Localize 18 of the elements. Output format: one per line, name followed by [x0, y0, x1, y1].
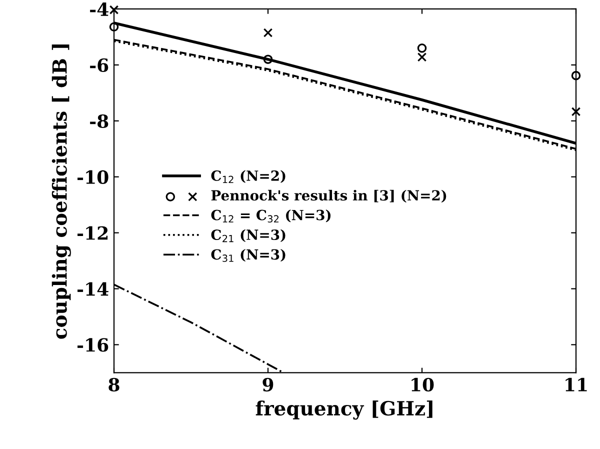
y-tick-label: -4 — [90, 2, 108, 16]
x-tick-label: 10 — [412, 378, 434, 392]
y-tick-label: -14 — [78, 282, 108, 296]
y-tick-label: -16 — [78, 338, 108, 352]
legend-label: C$_{21}$ (N=3) — [211, 229, 286, 242]
y-axis-title: coupling coefficients [ dB ] — [52, 44, 71, 339]
y-tick-label: -8 — [90, 114, 108, 128]
x-tick-label: 8 — [108, 378, 120, 392]
legend-label: Pennock's results in [3] (N=2) — [211, 190, 446, 203]
x-tick-label: 9 — [262, 378, 274, 392]
legend-label: C$_{31}$ (N=3) — [211, 248, 286, 262]
x-axis-title: frequency [GHz] — [256, 400, 432, 420]
y-tick-label: -12 — [78, 226, 108, 240]
legend-label: C$_{12}$ = C$_{32}$ (N=3) — [211, 210, 331, 223]
y-tick-label: -10 — [78, 170, 108, 184]
x-tick-label: 11 — [566, 378, 587, 392]
legend-label: C$_{12}$ (N=2) — [211, 170, 286, 184]
y-tick-label: -6 — [90, 58, 108, 72]
